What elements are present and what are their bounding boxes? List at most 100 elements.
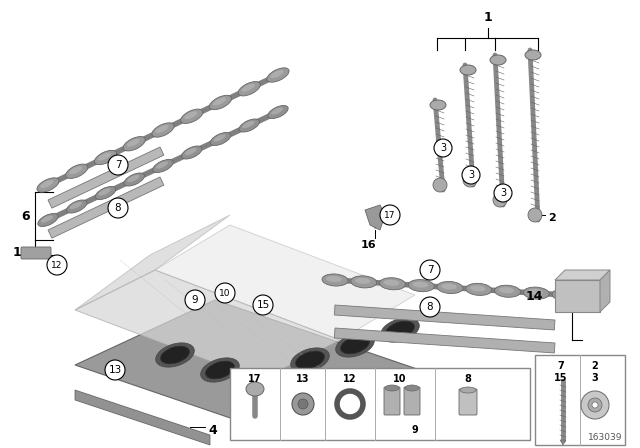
Text: 7: 7 [115, 160, 122, 170]
Circle shape [493, 193, 507, 207]
Ellipse shape [95, 186, 116, 199]
Text: 7: 7 [557, 361, 564, 371]
Ellipse shape [296, 351, 324, 369]
Polygon shape [555, 270, 610, 280]
Polygon shape [48, 147, 164, 208]
Text: 4: 4 [208, 423, 217, 436]
Ellipse shape [267, 68, 289, 82]
Ellipse shape [205, 361, 234, 379]
FancyBboxPatch shape [384, 387, 400, 415]
Text: 17: 17 [248, 374, 262, 384]
FancyBboxPatch shape [404, 387, 420, 415]
Ellipse shape [525, 50, 541, 60]
Circle shape [433, 178, 447, 192]
Circle shape [528, 208, 542, 222]
Ellipse shape [238, 82, 260, 96]
Ellipse shape [460, 387, 476, 393]
Circle shape [253, 295, 273, 315]
Ellipse shape [495, 285, 520, 297]
Circle shape [434, 139, 452, 157]
Ellipse shape [38, 214, 58, 227]
Ellipse shape [246, 382, 264, 396]
Ellipse shape [340, 336, 369, 354]
Ellipse shape [490, 55, 506, 65]
Ellipse shape [124, 173, 145, 186]
Ellipse shape [182, 146, 202, 159]
FancyBboxPatch shape [555, 280, 600, 312]
Text: 13: 13 [296, 374, 310, 384]
Ellipse shape [70, 202, 82, 209]
Text: 15: 15 [554, 373, 568, 383]
Text: 13: 13 [108, 365, 122, 375]
Text: 2: 2 [548, 213, 556, 223]
FancyBboxPatch shape [459, 389, 477, 415]
Polygon shape [48, 177, 164, 238]
Text: 6: 6 [21, 210, 30, 223]
Ellipse shape [351, 276, 377, 288]
Text: 8: 8 [115, 203, 122, 213]
Polygon shape [155, 225, 415, 340]
Ellipse shape [527, 289, 543, 295]
Ellipse shape [67, 200, 87, 213]
Ellipse shape [592, 402, 598, 408]
Ellipse shape [153, 159, 173, 172]
Ellipse shape [291, 348, 330, 372]
Ellipse shape [156, 343, 195, 367]
Ellipse shape [242, 84, 255, 92]
Ellipse shape [298, 399, 308, 409]
Ellipse shape [184, 111, 197, 119]
Ellipse shape [156, 161, 168, 168]
Circle shape [108, 155, 128, 175]
Ellipse shape [524, 287, 549, 299]
Text: 1: 1 [483, 11, 492, 24]
Text: 3: 3 [468, 170, 474, 180]
Circle shape [185, 290, 205, 310]
Ellipse shape [556, 291, 572, 297]
Text: 14: 14 [525, 289, 543, 302]
Ellipse shape [211, 133, 230, 146]
Ellipse shape [381, 318, 419, 342]
Ellipse shape [40, 180, 54, 188]
Ellipse shape [384, 280, 399, 286]
Ellipse shape [161, 346, 189, 364]
Text: 3: 3 [440, 143, 446, 153]
Polygon shape [560, 440, 566, 445]
Text: 12: 12 [343, 374, 356, 384]
Polygon shape [75, 390, 210, 445]
Text: 11: 11 [13, 246, 30, 258]
Circle shape [105, 360, 125, 380]
Polygon shape [75, 300, 420, 435]
Ellipse shape [437, 281, 463, 293]
Circle shape [108, 198, 128, 218]
Polygon shape [75, 270, 340, 380]
Ellipse shape [355, 278, 371, 284]
Circle shape [494, 184, 512, 202]
Ellipse shape [98, 152, 111, 160]
Ellipse shape [412, 282, 428, 288]
Text: 3: 3 [500, 188, 506, 198]
Polygon shape [600, 270, 610, 312]
Ellipse shape [180, 109, 203, 123]
Text: 8: 8 [465, 374, 472, 384]
Ellipse shape [239, 119, 259, 132]
Ellipse shape [66, 164, 88, 178]
Text: 3: 3 [591, 373, 598, 383]
Text: 9: 9 [412, 425, 419, 435]
Polygon shape [365, 205, 385, 230]
Ellipse shape [185, 148, 197, 155]
Text: 15: 15 [257, 300, 269, 310]
Text: 7: 7 [427, 265, 433, 275]
Text: 9: 9 [192, 295, 198, 305]
Polygon shape [334, 328, 555, 353]
Text: 12: 12 [51, 260, 63, 270]
Text: 2: 2 [591, 361, 598, 371]
Polygon shape [334, 305, 555, 330]
Circle shape [420, 260, 440, 280]
Ellipse shape [209, 95, 232, 110]
Circle shape [463, 173, 477, 187]
Ellipse shape [552, 289, 578, 301]
Ellipse shape [123, 137, 145, 151]
Ellipse shape [95, 151, 116, 165]
Ellipse shape [99, 189, 111, 196]
Text: 17: 17 [384, 211, 396, 220]
